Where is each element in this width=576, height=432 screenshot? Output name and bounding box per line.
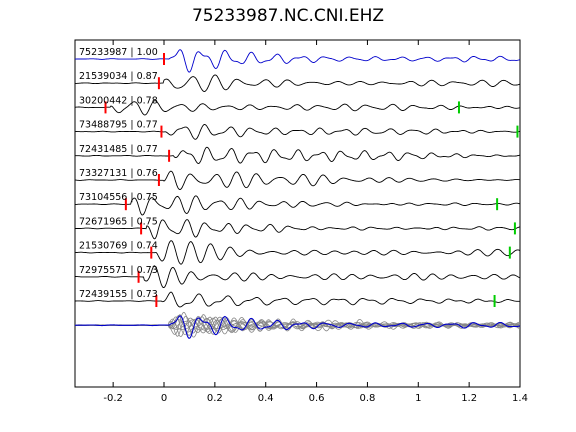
x-tick-label: 0.6	[309, 393, 325, 404]
trace-labels: 75233987 | 1.00 21539034 | 0.87 30200442 |…	[79, 47, 158, 300]
trace-waveform-10	[75, 291, 520, 308]
trace-label-3: 73488795 | 0.77	[79, 120, 158, 131]
trace-waveform-9	[75, 265, 521, 288]
trace-waveform-2	[74, 100, 521, 116]
stacked-waveforms	[74, 311, 521, 339]
x-tick-label: 0.4	[258, 393, 274, 404]
chart-title: 75233987.NC.CNI.EHZ	[191, 6, 385, 26]
x-axis: -0.2 0 0.2 0.4 0.6 0.8 1 1.2 1.4	[103, 40, 528, 404]
trace-label-2: 30200442 | 0.78	[79, 95, 158, 106]
trace-label-0: 75233987 | 1.00	[79, 47, 158, 58]
x-tick-label: -0.2	[103, 393, 123, 404]
trace-waveform-0	[75, 49, 521, 73]
x-tick-label: 0.2	[207, 393, 223, 404]
x-tick-label: 1.4	[512, 393, 528, 404]
trace-waveform-4	[75, 146, 521, 164]
phase-picks	[104, 53, 519, 307]
plot-box	[74, 39, 521, 388]
x-tick-label: 0.8	[359, 393, 375, 404]
trace-label-1: 21539034 | 0.87	[79, 71, 158, 82]
trace-waveform-3	[75, 124, 521, 140]
trace-label-6: 73104556 | 0.75	[79, 192, 158, 203]
trace-label-9: 72975571 | 0.73	[79, 265, 158, 276]
x-tick-label: 1.2	[461, 393, 477, 404]
trace-waveform-7	[75, 219, 521, 240]
axes-frame	[74, 39, 521, 388]
trace-label-7: 72671965 | 0.75	[79, 216, 158, 227]
x-tick-label: 1	[415, 393, 421, 404]
traces-group	[74, 49, 521, 308]
trace-waveform-6	[74, 195, 521, 216]
trace-waveform-5	[74, 170, 520, 190]
trace-waveform-1	[75, 74, 521, 92]
trace-label-8: 21530769 | 0.74	[79, 241, 158, 252]
trace-waveform-8	[74, 240, 521, 265]
trace-label-4: 72431485 | 0.77	[79, 144, 158, 155]
stacked-waveform-0	[75, 315, 521, 339]
trace-label-10: 72439155 | 0.73	[79, 289, 158, 300]
x-tick-label: 0	[161, 393, 167, 404]
trace-label-5: 73327131 | 0.76	[79, 168, 158, 179]
